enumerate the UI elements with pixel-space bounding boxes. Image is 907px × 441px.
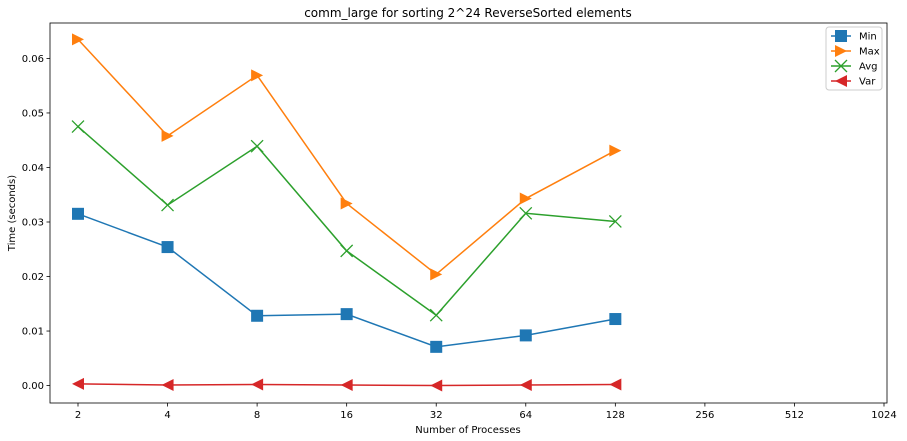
y-tick-label: 0.03 [22, 217, 44, 228]
series-max-point [609, 144, 622, 157]
y-tick-label: 0.06 [22, 54, 44, 65]
chart-title: comm_large for sorting 2^24 ReverseSorte… [304, 6, 632, 20]
y-axis-title: Time (seconds) [7, 175, 18, 252]
legend-label-var: Var [859, 77, 876, 88]
series-avg-point [429, 308, 443, 322]
series-avg-point [340, 244, 354, 258]
legend-label-max: Max [859, 47, 880, 58]
series-var-point [251, 378, 264, 391]
x-tick-label: 4 [164, 410, 170, 421]
series-max-line [77, 38, 616, 276]
series-max-point [519, 192, 532, 205]
series-var-point [519, 379, 532, 392]
series-avg-point [161, 198, 175, 212]
series-min-point [161, 241, 174, 254]
legend-marker-min [835, 30, 847, 42]
series-min-point [340, 308, 353, 321]
series-min-line [77, 213, 616, 348]
series-var-point [430, 379, 443, 392]
y-tick-label: 0.04 [22, 163, 44, 174]
series-avg-line [77, 126, 616, 317]
series-var-point [609, 378, 622, 391]
series-min [72, 207, 622, 353]
legend-marker-avg [834, 59, 848, 73]
series-avg-point [250, 139, 264, 153]
legend-marker-var [835, 75, 847, 87]
series-min-point [430, 340, 443, 353]
series-var-point [340, 379, 353, 392]
series-avg-point [608, 214, 622, 228]
series-max-point [430, 268, 443, 281]
x-tick-label: 512 [785, 410, 804, 421]
series-avg-point [71, 120, 85, 134]
legend-label-min: Min [859, 32, 877, 43]
plot-frame [49, 22, 888, 404]
series-min-point [251, 309, 264, 322]
series-var [72, 377, 622, 392]
x-axis-title: Number of Processes [415, 425, 520, 436]
y-tick-label: 0.02 [22, 272, 44, 283]
x-tick-label: 32 [430, 410, 443, 421]
x-tick-label: 128 [606, 410, 625, 421]
series-max-point [72, 33, 84, 46]
y-tick-label: 0.05 [22, 108, 44, 119]
legend-marker-max [835, 45, 847, 57]
series-var-point [72, 377, 84, 390]
x-tick-label: 1024 [871, 410, 896, 421]
legend-box [825, 26, 883, 91]
series-min-point [609, 313, 622, 326]
series-min-point [72, 207, 84, 220]
legend: Min Max Avg Var [825, 26, 883, 91]
series-avg [71, 120, 622, 322]
series-avg-point [519, 206, 533, 220]
series-layer [71, 33, 622, 392]
series-max-point [340, 197, 353, 210]
x-tick-label: 8 [254, 410, 260, 421]
series-max [72, 33, 622, 281]
legend-label-avg: Avg [859, 62, 878, 73]
y-tick-label: 0.00 [22, 381, 44, 392]
series-max-point [251, 69, 264, 82]
x-tick-label: 256 [695, 410, 714, 421]
y-tick-label: 0.01 [22, 327, 44, 338]
x-tick-label: 2 [75, 410, 81, 421]
x-tick-label: 16 [340, 410, 353, 421]
x-tick-label: 64 [519, 410, 532, 421]
series-min-point [519, 329, 532, 342]
series-var-point [161, 379, 174, 392]
axes: 2 4 8 16 32 64 128 256 512 1024 0.00 0.01 0.02 0.03 0.… [22, 22, 897, 421]
series-max-point [161, 129, 174, 142]
